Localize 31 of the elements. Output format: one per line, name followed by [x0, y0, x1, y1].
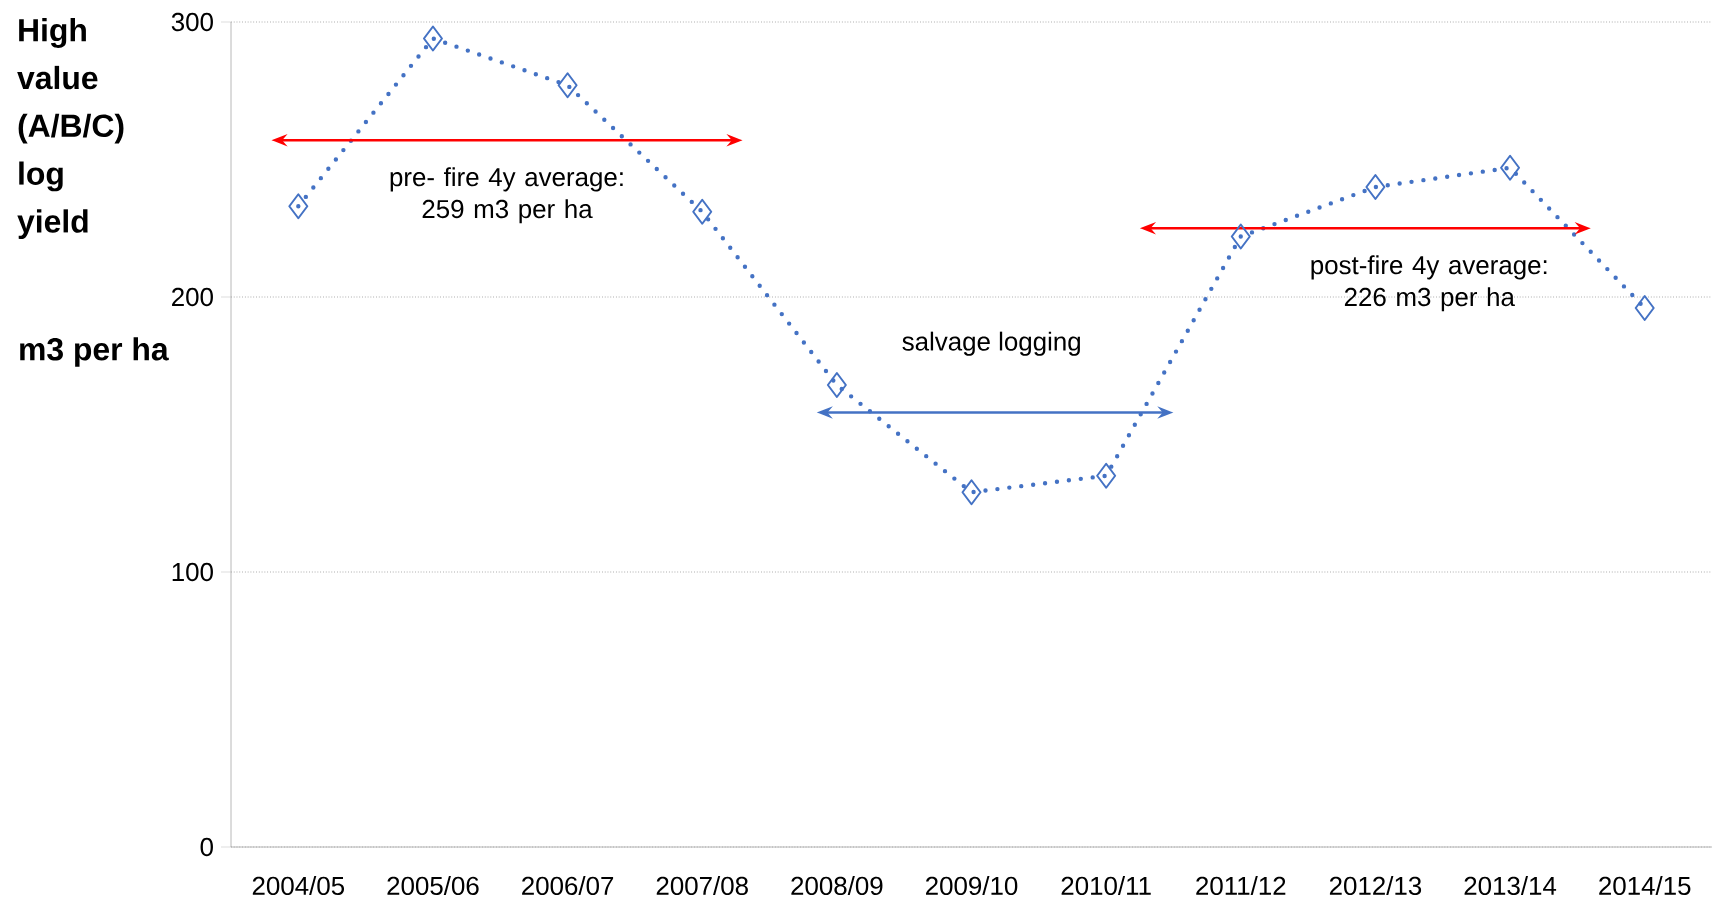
point — [1365, 174, 1386, 200]
x-tick-label: 2012/13 — [1329, 876, 1422, 896]
point — [1634, 295, 1655, 321]
y-tick-label: 300 — [171, 12, 213, 32]
point — [422, 25, 443, 52]
annotation: pre- fire 4y average: 259 m3 per ha — [390, 167, 623, 224]
point — [288, 193, 309, 220]
point — [961, 479, 982, 506]
text: m3 per ha — [20, 337, 169, 367]
x-tick-label: 2014/15 — [1599, 876, 1691, 896]
y-tick-label: 200 — [172, 287, 213, 307]
x-tick-label: 2010/11 — [1061, 876, 1151, 896]
point — [826, 372, 847, 398]
point — [1230, 223, 1251, 250]
y-tick-label: 100 — [172, 562, 213, 582]
x-tick-label: 2007/08 — [656, 876, 748, 896]
x-tick-label: 2006/07 — [522, 876, 614, 896]
annotation: post-fire 4y average: 226 m3 per ha — [1311, 255, 1547, 312]
x-tick-label: 2008/09 — [791, 876, 883, 896]
x-tick-label: 2005/06 — [387, 876, 479, 896]
y-tick-label: 0 — [200, 837, 213, 857]
x-tick-label: 2004/05 — [252, 876, 345, 896]
point — [1096, 462, 1117, 489]
x-tick-label: 2013/14 — [1464, 876, 1557, 896]
point — [1500, 154, 1521, 181]
y-axis-title: High value (A/B/C) log yield — [17, 18, 124, 240]
x-tick-label: 2009/10 — [926, 876, 1018, 896]
point — [692, 198, 713, 225]
annotation: salvage logging — [902, 331, 1080, 356]
point — [557, 72, 578, 99]
x-tick-label: 2011/12 — [1196, 876, 1286, 896]
